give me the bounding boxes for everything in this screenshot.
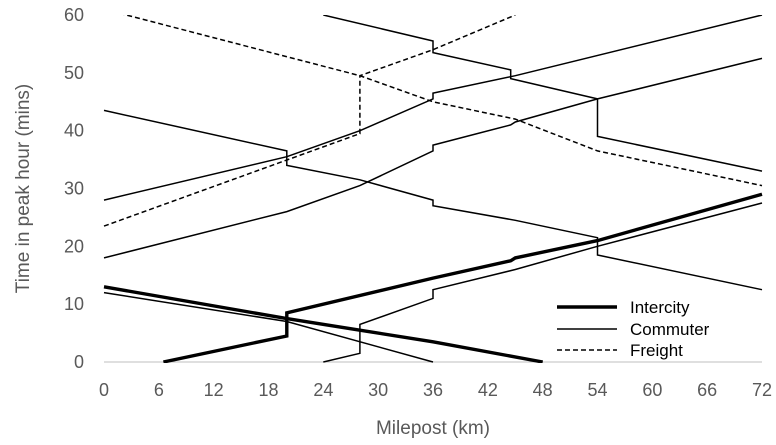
series-line-intercity-0 <box>163 192 763 363</box>
x-tick-label: 24 <box>313 380 333 400</box>
y-tick-label: 40 <box>64 121 84 141</box>
legend: Intercity Commuter Freight <box>557 298 710 360</box>
series-line-commuter-3 <box>103 291 434 363</box>
x-axis-title: Milepost (km) <box>376 418 490 439</box>
x-tick-label: 18 <box>258 380 278 400</box>
axes-layer: 0 10 20 30 40 50 60 0 6 12 18 24 30 36 42 48 54 60 66 72 <box>64 5 772 400</box>
y-tick-label: 50 <box>64 63 84 83</box>
x-tick-label: 0 <box>99 380 109 400</box>
y-tick-label: 60 <box>64 5 84 25</box>
series-line-commuter-6 <box>103 109 763 291</box>
x-tick-label: 12 <box>204 380 224 400</box>
x-tick-label: 30 <box>368 380 388 400</box>
x-tick-label: 72 <box>752 380 772 400</box>
series-line-intercity-1 <box>103 285 544 363</box>
y-tick-label: 10 <box>64 294 84 314</box>
y-tick-label: 30 <box>64 179 84 199</box>
x-tick-label: 36 <box>423 380 443 400</box>
y-tick-label: 20 <box>64 236 84 256</box>
x-tick-label: 66 <box>697 380 717 400</box>
series-line-commuter-7 <box>323 15 763 172</box>
x-tick-label: 54 <box>587 380 607 400</box>
y-axis-title: Time in peak hour (mins) <box>13 84 34 293</box>
x-tick-label: 42 <box>478 380 498 400</box>
series-line-commuter-2 <box>323 202 763 363</box>
series-line-freight-9 <box>123 15 763 187</box>
series-line-commuter-4 <box>103 57 763 259</box>
y-tick-label: 0 <box>74 352 84 372</box>
x-tick-label: 48 <box>533 380 553 400</box>
x-tick-label: 60 <box>642 380 662 400</box>
x-tick-label: 6 <box>154 380 164 400</box>
legend-label-intercity: Intercity <box>630 298 690 317</box>
legend-label-freight: Freight <box>630 341 683 360</box>
series-line-freight-8 <box>103 15 516 227</box>
series-layer <box>103 15 763 363</box>
legend-label-commuter: Commuter <box>630 320 710 339</box>
